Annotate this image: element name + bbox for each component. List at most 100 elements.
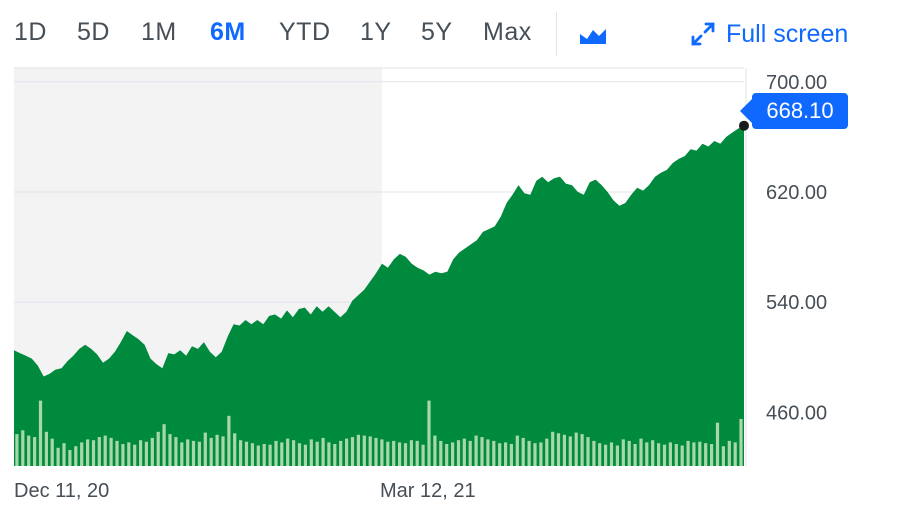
volume-bar <box>356 434 360 466</box>
volume-bar <box>739 418 743 466</box>
volume-bar <box>633 444 637 466</box>
volume-bar <box>439 440 443 466</box>
volume-bar <box>109 437 113 466</box>
volume-bar <box>327 442 331 466</box>
volume-bar <box>533 443 537 466</box>
current-price-label: 668.10 <box>740 93 848 129</box>
range-tab-ytd[interactable]: YTD <box>279 18 331 46</box>
volume-bar <box>504 442 508 466</box>
range-tab-1d[interactable]: 1D <box>14 18 47 46</box>
volume-bar <box>303 444 307 466</box>
volume-bar <box>498 443 502 466</box>
volume-bar <box>133 444 137 466</box>
y-tick-label: 620.00 <box>766 182 827 204</box>
volume-bar <box>256 445 260 466</box>
volume-bar <box>127 442 131 466</box>
volume-bar <box>721 446 725 466</box>
volume-bar <box>62 443 66 466</box>
volume-bar <box>209 437 213 466</box>
volume-bar <box>686 440 690 466</box>
volume-bar <box>56 447 60 466</box>
volume-bar <box>468 440 472 466</box>
volume-bar <box>86 439 90 466</box>
range-tab-6m[interactable]: 6M <box>210 18 246 46</box>
price-area <box>14 125 744 466</box>
volume-bar <box>445 444 449 466</box>
volume-bar <box>286 438 290 466</box>
volume-bar <box>203 432 207 466</box>
volume-bar <box>268 444 272 466</box>
volume-bar <box>97 437 101 466</box>
last-price-dot <box>739 120 749 131</box>
volume-bar <box>509 444 513 466</box>
volume-bar <box>674 444 678 466</box>
volume-bar <box>727 440 731 466</box>
volume-bar <box>350 437 355 466</box>
volume-bar <box>274 440 278 466</box>
volume-bar <box>627 440 631 466</box>
range-tab-1y[interactable]: 1Y <box>360 18 392 46</box>
volume-bar <box>38 400 43 466</box>
volume-bar <box>374 437 378 466</box>
range-tab-5d[interactable]: 5D <box>77 18 110 46</box>
x-tick-label: Mar 12, 21 <box>380 480 476 502</box>
volume-bar <box>480 437 484 466</box>
volume-bar <box>333 444 337 466</box>
volume-bar <box>657 443 661 466</box>
volume-bar <box>250 443 254 466</box>
volume-bar <box>427 400 431 466</box>
volume-bar <box>710 444 714 466</box>
volume-bar <box>733 442 737 466</box>
y-axis-ticks: 700.00 620.00 540.00 460.00 <box>766 72 827 424</box>
volume-bar <box>704 443 708 466</box>
range-tab-1m[interactable]: 1M <box>141 18 177 46</box>
volume-bar <box>451 442 455 466</box>
volume-bar <box>239 440 243 466</box>
volume-bar <box>191 440 196 466</box>
volume-bar <box>262 444 266 466</box>
volume-bar <box>680 445 684 466</box>
volume-bar <box>74 446 78 466</box>
volume-bar <box>462 438 466 466</box>
volume-bar <box>474 435 478 466</box>
volume-bar <box>309 439 313 466</box>
volume-bar <box>150 437 154 466</box>
toolbar-divider <box>556 12 557 56</box>
fullscreen-button[interactable]: Full screen <box>690 18 848 50</box>
toolbar: 1D 5D 1M 6M YTD 1Y 5Y Max Full screen <box>0 0 906 68</box>
volume-bar <box>292 440 296 466</box>
volume-bar <box>103 435 107 466</box>
volume-bar <box>586 437 590 466</box>
volume-bar <box>492 440 496 466</box>
volume-bar <box>515 435 519 466</box>
volume-bar <box>539 442 543 466</box>
volume-bar <box>233 433 237 466</box>
volume-bar <box>433 435 437 466</box>
range-tab-5y[interactable]: 5Y <box>421 18 453 46</box>
volume-bar <box>15 434 19 466</box>
volume-bar <box>186 439 190 466</box>
volume-bar <box>156 431 160 466</box>
volume-bar <box>227 415 231 466</box>
volume-bar <box>362 435 366 466</box>
volume-bar <box>162 424 166 466</box>
volume-bar <box>486 439 490 466</box>
volume-bar <box>456 440 461 466</box>
range-tab-max[interactable]: Max <box>483 18 532 46</box>
volume-bar <box>139 440 143 466</box>
fullscreen-label: Full screen <box>726 19 849 48</box>
volume-bar <box>609 442 614 466</box>
volume-bar <box>386 441 390 466</box>
volume-bar <box>345 438 349 466</box>
y-tick-label: 540.00 <box>766 292 827 314</box>
volume-bar <box>91 440 96 466</box>
volume-bar <box>692 442 696 466</box>
volume-bar <box>568 436 572 466</box>
volume-bar <box>50 438 54 466</box>
volume-bar <box>662 444 667 466</box>
volume-bar <box>68 450 72 466</box>
volume-bar <box>598 443 602 466</box>
volume-bar <box>651 440 655 466</box>
mountain-chart-icon[interactable] <box>578 26 608 46</box>
